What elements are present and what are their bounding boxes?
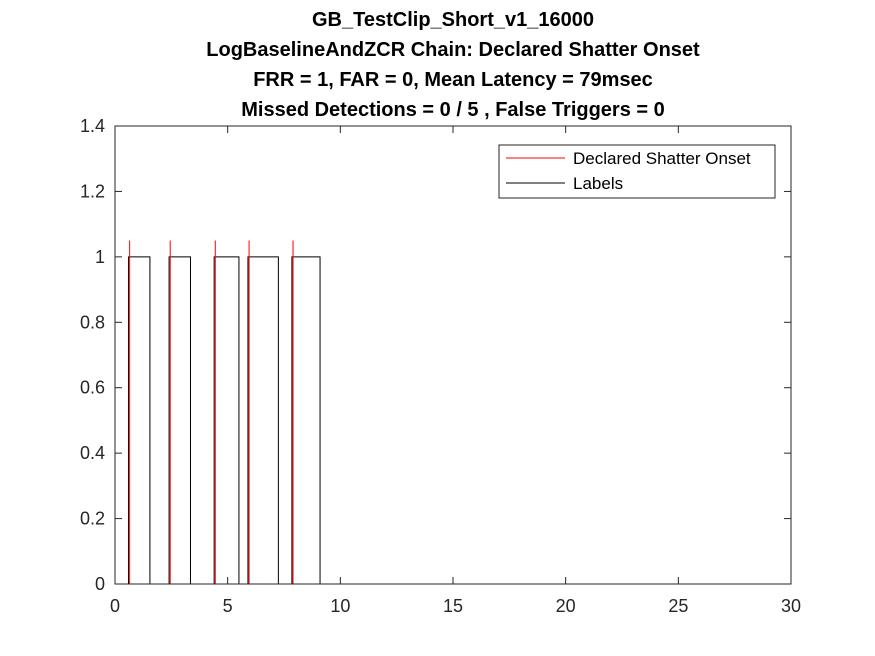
y-tick-label-1: 1 [95, 247, 105, 267]
x-tick-label-0: 0 [110, 596, 120, 616]
title-line-1: GB_TestClip_Short_v1_16000 [312, 9, 594, 31]
x-tick-label-20: 20 [556, 596, 576, 616]
y-tick-label-0-8: 0.8 [80, 312, 105, 332]
x-tick-label-5: 5 [223, 596, 233, 616]
x-tick-label-25: 25 [668, 596, 688, 616]
plot-area [115, 126, 791, 584]
title-line-4: Missed Detections = 0 / 5 , False Trigge… [241, 99, 665, 121]
x-tick-label-30: 30 [781, 596, 801, 616]
y-tick-label-0: 0 [95, 574, 105, 594]
y-tick-label-1-2: 1.2 [80, 181, 105, 201]
legend-label-declared-shatter-onset: Declared Shatter Onset [573, 149, 751, 168]
title-line-2: LogBaselineAndZCR Chain: Declared Shatte… [206, 39, 700, 61]
legend-box [498, 144, 776, 199]
series-labels-line [115, 256, 719, 585]
legend-label-labels: Labels [573, 174, 623, 193]
y-tick-label-1-4: 1.4 [80, 116, 105, 136]
y-tick-label-0-4: 0.4 [80, 443, 105, 463]
y-tick-label-0-6: 0.6 [80, 378, 105, 398]
title-line-3: FRR = 1, FAR = 0, Mean Latency = 79msec [253, 69, 653, 91]
y-tick-label-0-2: 0.2 [80, 509, 105, 529]
chart-title: GB_TestClip_Short_v1_16000 LogBaselineAn… [206, 9, 700, 121]
axes: 0 5 10 15 20 25 30 0 0.2 0.4 0.6 0.8 1 1.2 1.4 [80, 116, 801, 616]
x-tick-label-15: 15 [443, 596, 463, 616]
x-tick-label-10: 10 [330, 596, 350, 616]
legend: Declared Shatter Onset Labels [498, 144, 776, 199]
data-layer [115, 240, 719, 585]
